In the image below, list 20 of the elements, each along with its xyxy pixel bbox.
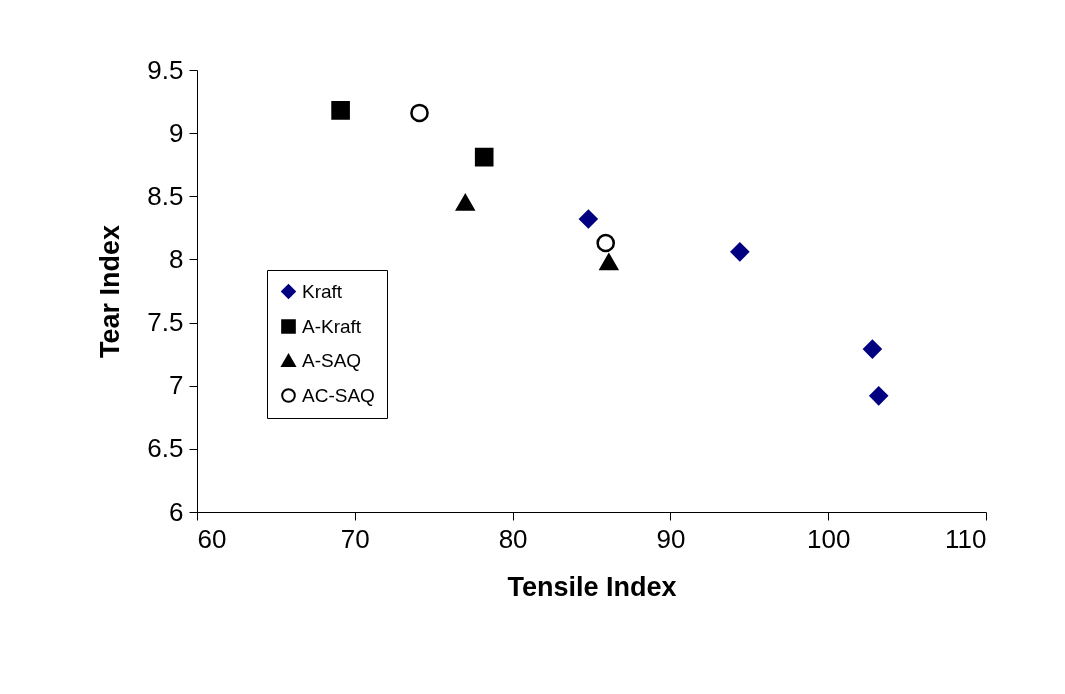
y-tick-label: 8 [169, 243, 184, 274]
y-axis-title: Tear Index [95, 224, 126, 359]
legend-label: AC-SAQ [302, 384, 375, 406]
x-axis-title: Tensile Index [507, 571, 677, 602]
legend-label: A-Kraft [302, 315, 362, 337]
y-tick-label: 9.5 [147, 54, 184, 85]
x-tick-label: 110 [945, 523, 987, 554]
y-tick-label: 6 [169, 496, 184, 527]
x-tick-label: 70 [340, 523, 370, 554]
y-tick-label: 7 [169, 370, 184, 401]
legend-label: Kraft [302, 280, 343, 302]
x-tick-label: 100 [807, 523, 851, 554]
x-tick-label: 80 [498, 523, 528, 554]
y-tick-label: 9 [169, 117, 184, 148]
y-tick-label: 7.5 [147, 307, 184, 338]
x-tick-label: 60 [197, 523, 227, 554]
y-tick-label: 6.5 [147, 433, 184, 464]
x-tick-label: 90 [656, 523, 686, 554]
y-tick-label: 8.5 [147, 180, 184, 211]
legend-label: A-SAQ [302, 349, 362, 371]
